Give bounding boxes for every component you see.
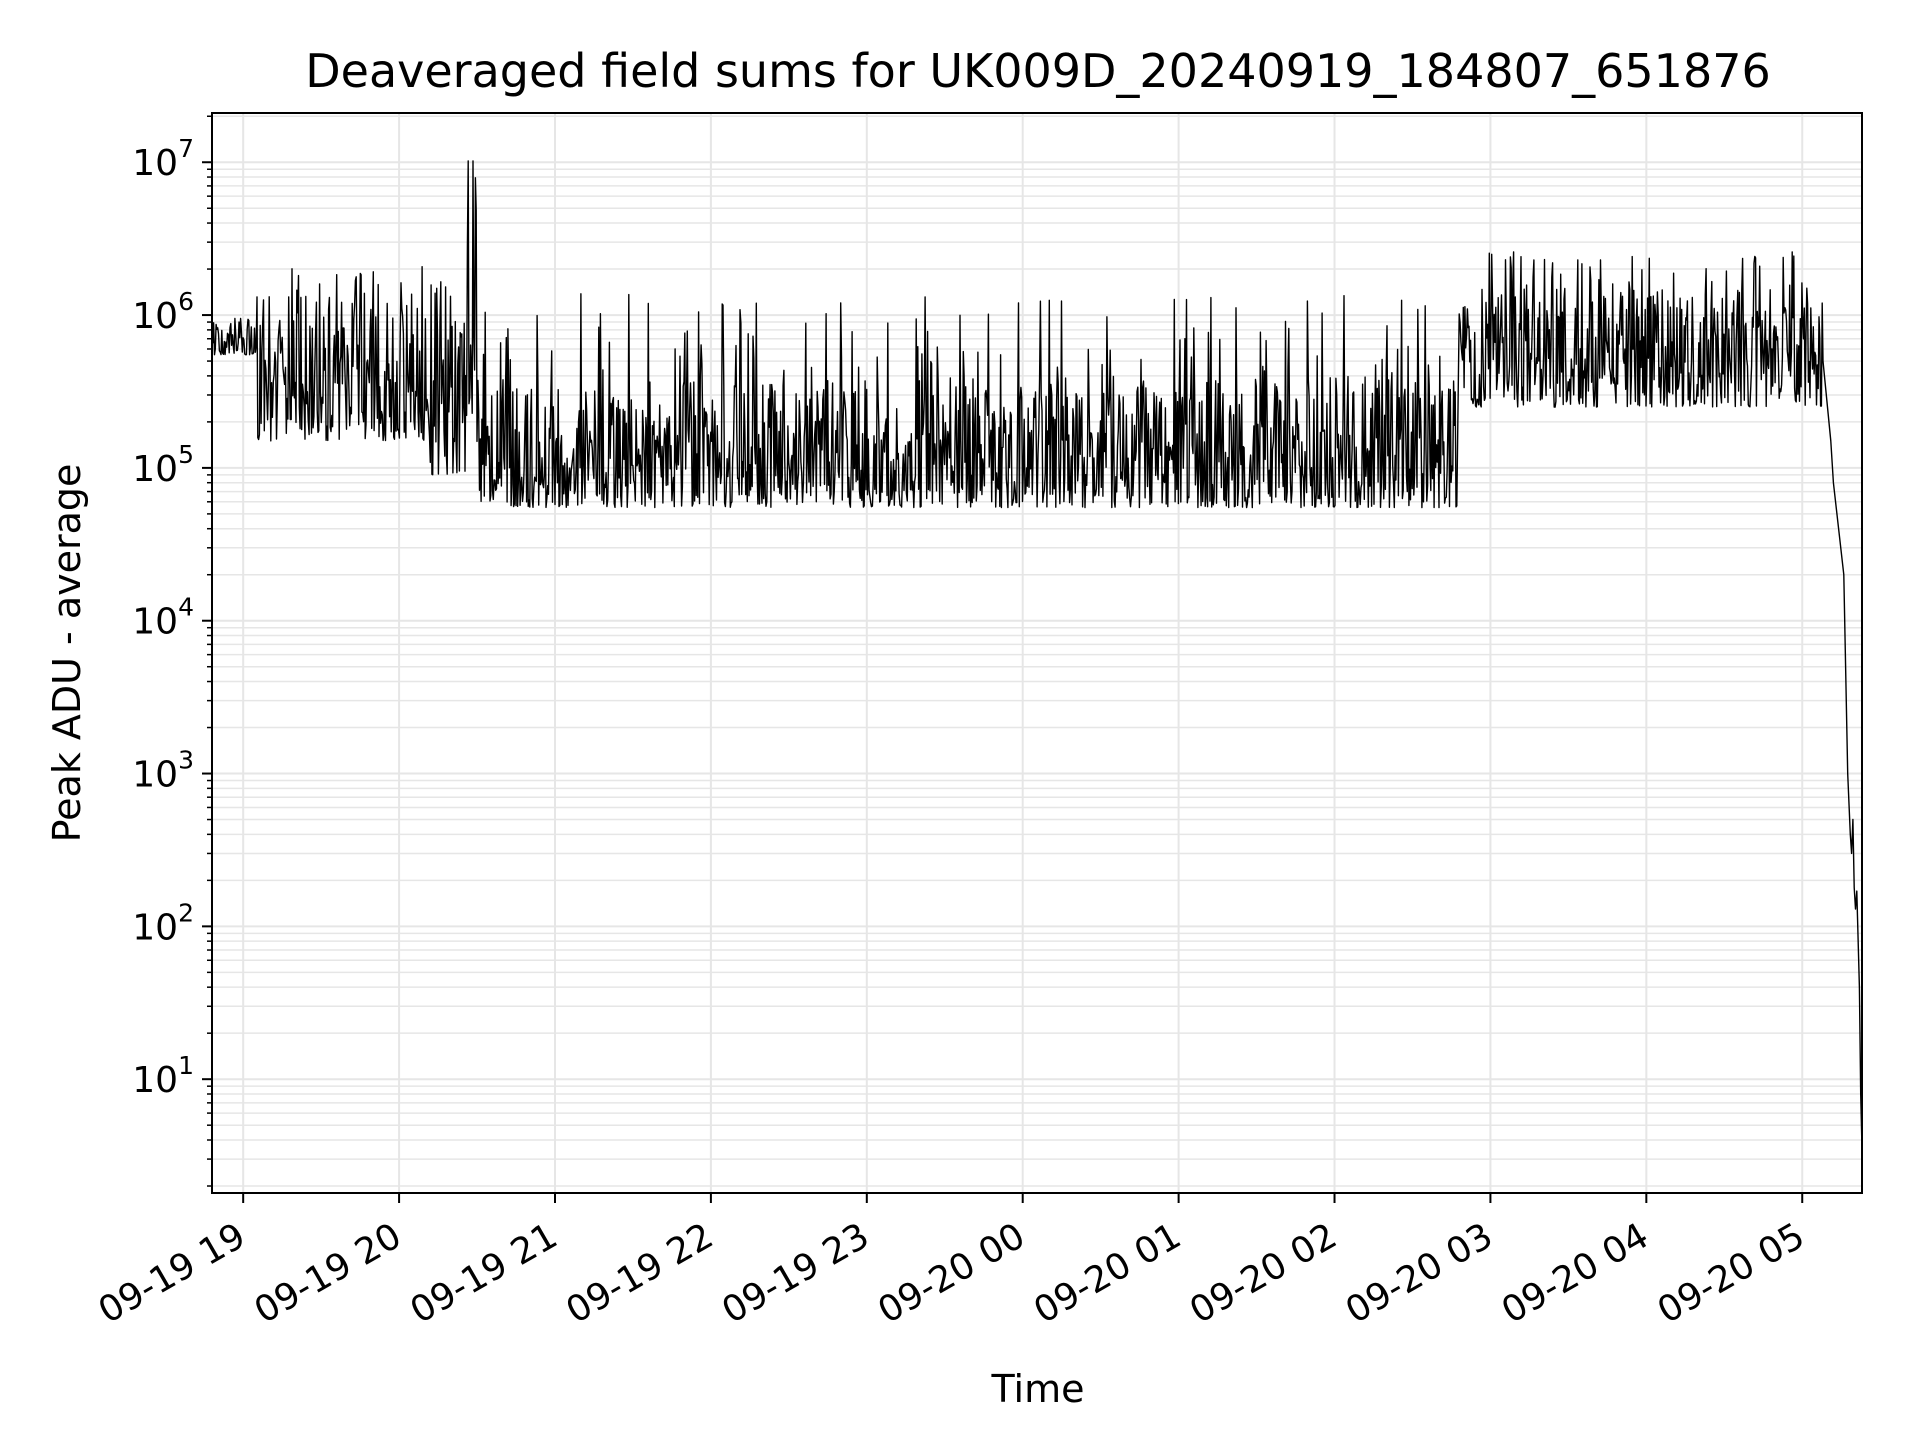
y-tick-label: 102 xyxy=(132,898,194,948)
y-tick-label: 107 xyxy=(132,134,194,184)
y-tick-label: 106 xyxy=(132,287,194,337)
minor-grid xyxy=(207,115,1862,1187)
y-tick-label: 103 xyxy=(132,746,194,796)
plot-frame xyxy=(211,112,1863,1194)
y-axis-label: Peak ADU - average xyxy=(45,464,89,843)
series-group xyxy=(211,160,1863,1149)
y-axis: 101 102 103 104 105 106 107 xyxy=(132,134,212,1101)
chart-title: Deaveraged field sums for UK009D_2024091… xyxy=(305,44,1771,98)
y-tick-label: 104 xyxy=(132,593,194,643)
y-tick-label: 105 xyxy=(132,440,194,490)
y-tick-label: 101 xyxy=(132,1051,194,1101)
series-line xyxy=(211,160,1863,1149)
x-axis-label: Time xyxy=(991,1367,1085,1411)
